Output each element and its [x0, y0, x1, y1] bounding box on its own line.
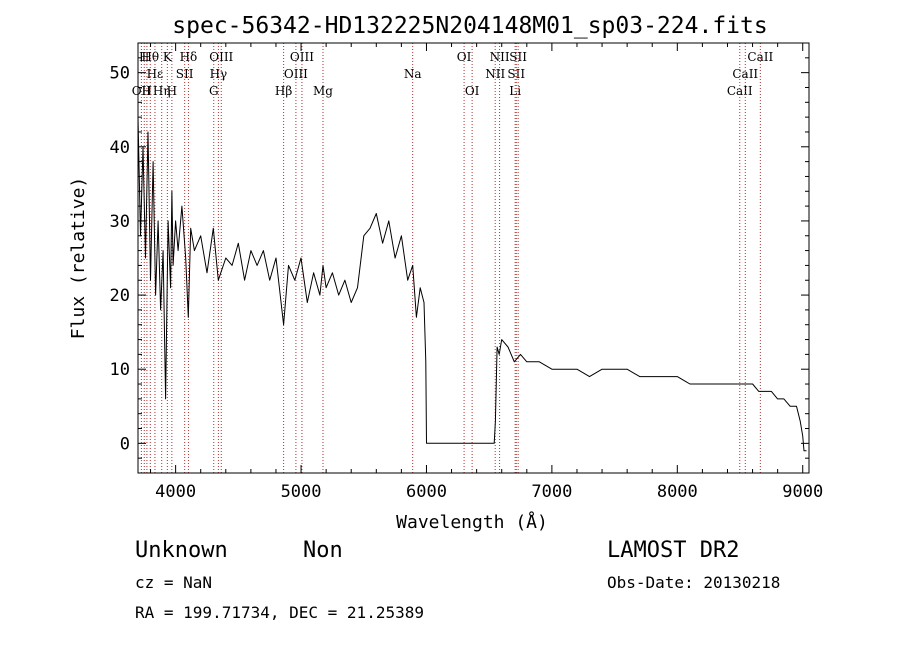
line-marker-label: CaII — [727, 84, 753, 98]
line-marker-label: NII — [485, 67, 505, 81]
line-marker-label: Hβ — [275, 84, 292, 98]
x-tick-label: 9000 — [782, 482, 823, 502]
line-marker-label: Na — [404, 67, 422, 81]
line-marker-label: G — [209, 84, 219, 98]
line-marker-label: OIII — [290, 50, 314, 64]
line-marker-label: Hδ — [180, 50, 198, 64]
line-marker-label: Mg — [313, 84, 333, 98]
line-marker-label: CaII — [732, 67, 758, 81]
line-marker-label: SII — [509, 50, 527, 64]
line-marker-label: Hθ — [141, 50, 159, 64]
y-tick-label: 10 — [110, 360, 130, 380]
line-markers: OIIHHHθHεHηKHSIIHδGHγOIIIHβOIIIOIIIMgNaO… — [132, 43, 773, 473]
y-tick-label: 40 — [110, 138, 130, 158]
line-marker-label: Li — [509, 84, 521, 98]
spectrum-series — [137, 117, 807, 452]
coordinates: RA = 199.71734, DEC = 21.25389 — [135, 603, 424, 622]
x-tick-label: 5000 — [281, 482, 322, 502]
y-tick-label: 20 — [110, 286, 130, 306]
line-marker-label: Hγ — [210, 67, 228, 81]
y-axis-label: Flux (relative) — [68, 177, 89, 340]
x-axis-label: Wavelength (Å) — [396, 511, 548, 533]
line-marker-label: SII — [176, 67, 194, 81]
x-tick-label: 4000 — [155, 482, 196, 502]
object-subclass: Non — [303, 538, 343, 563]
chart-title: spec-56342-HD132225N204148M01_sp03-224.f… — [172, 13, 767, 39]
x-tick-label: 7000 — [531, 482, 572, 502]
line-marker-label: K — [163, 50, 173, 64]
y-tick-label: 30 — [110, 212, 130, 232]
line-marker-label: H — [142, 84, 152, 98]
line-marker-label: Hε — [147, 67, 164, 81]
line-marker-label: H — [167, 84, 177, 98]
line-marker-label: OI — [457, 50, 472, 64]
x-tick-label: 6000 — [406, 482, 447, 502]
line-marker-label: Hη — [153, 84, 171, 98]
object-class: Unknown — [135, 538, 228, 563]
line-marker-label: OIII — [284, 67, 308, 81]
y-tick-label: 50 — [110, 64, 130, 84]
redshift-cz: cz = NaN — [135, 573, 213, 592]
line-marker-label: SII — [507, 67, 525, 81]
plot-frame — [137, 42, 810, 474]
x-tick-label: 8000 — [657, 482, 698, 502]
line-marker-label: CaII — [747, 50, 773, 64]
observation-date: Obs-Date: 20130218 — [607, 573, 781, 592]
spectrum-line — [137, 117, 807, 452]
y-tick-label: 0 — [120, 434, 130, 454]
line-marker-label: H — [139, 50, 149, 64]
line-marker-label: OI — [465, 84, 480, 98]
line-marker-label: NII — [490, 50, 510, 64]
line-marker-label: OIII — [209, 50, 233, 64]
axes: 4000 5000 6000 7000 8000 9000 0 10 20 30 40 50 — [110, 43, 823, 502]
survey-name: LAMOST DR2 — [607, 538, 740, 563]
